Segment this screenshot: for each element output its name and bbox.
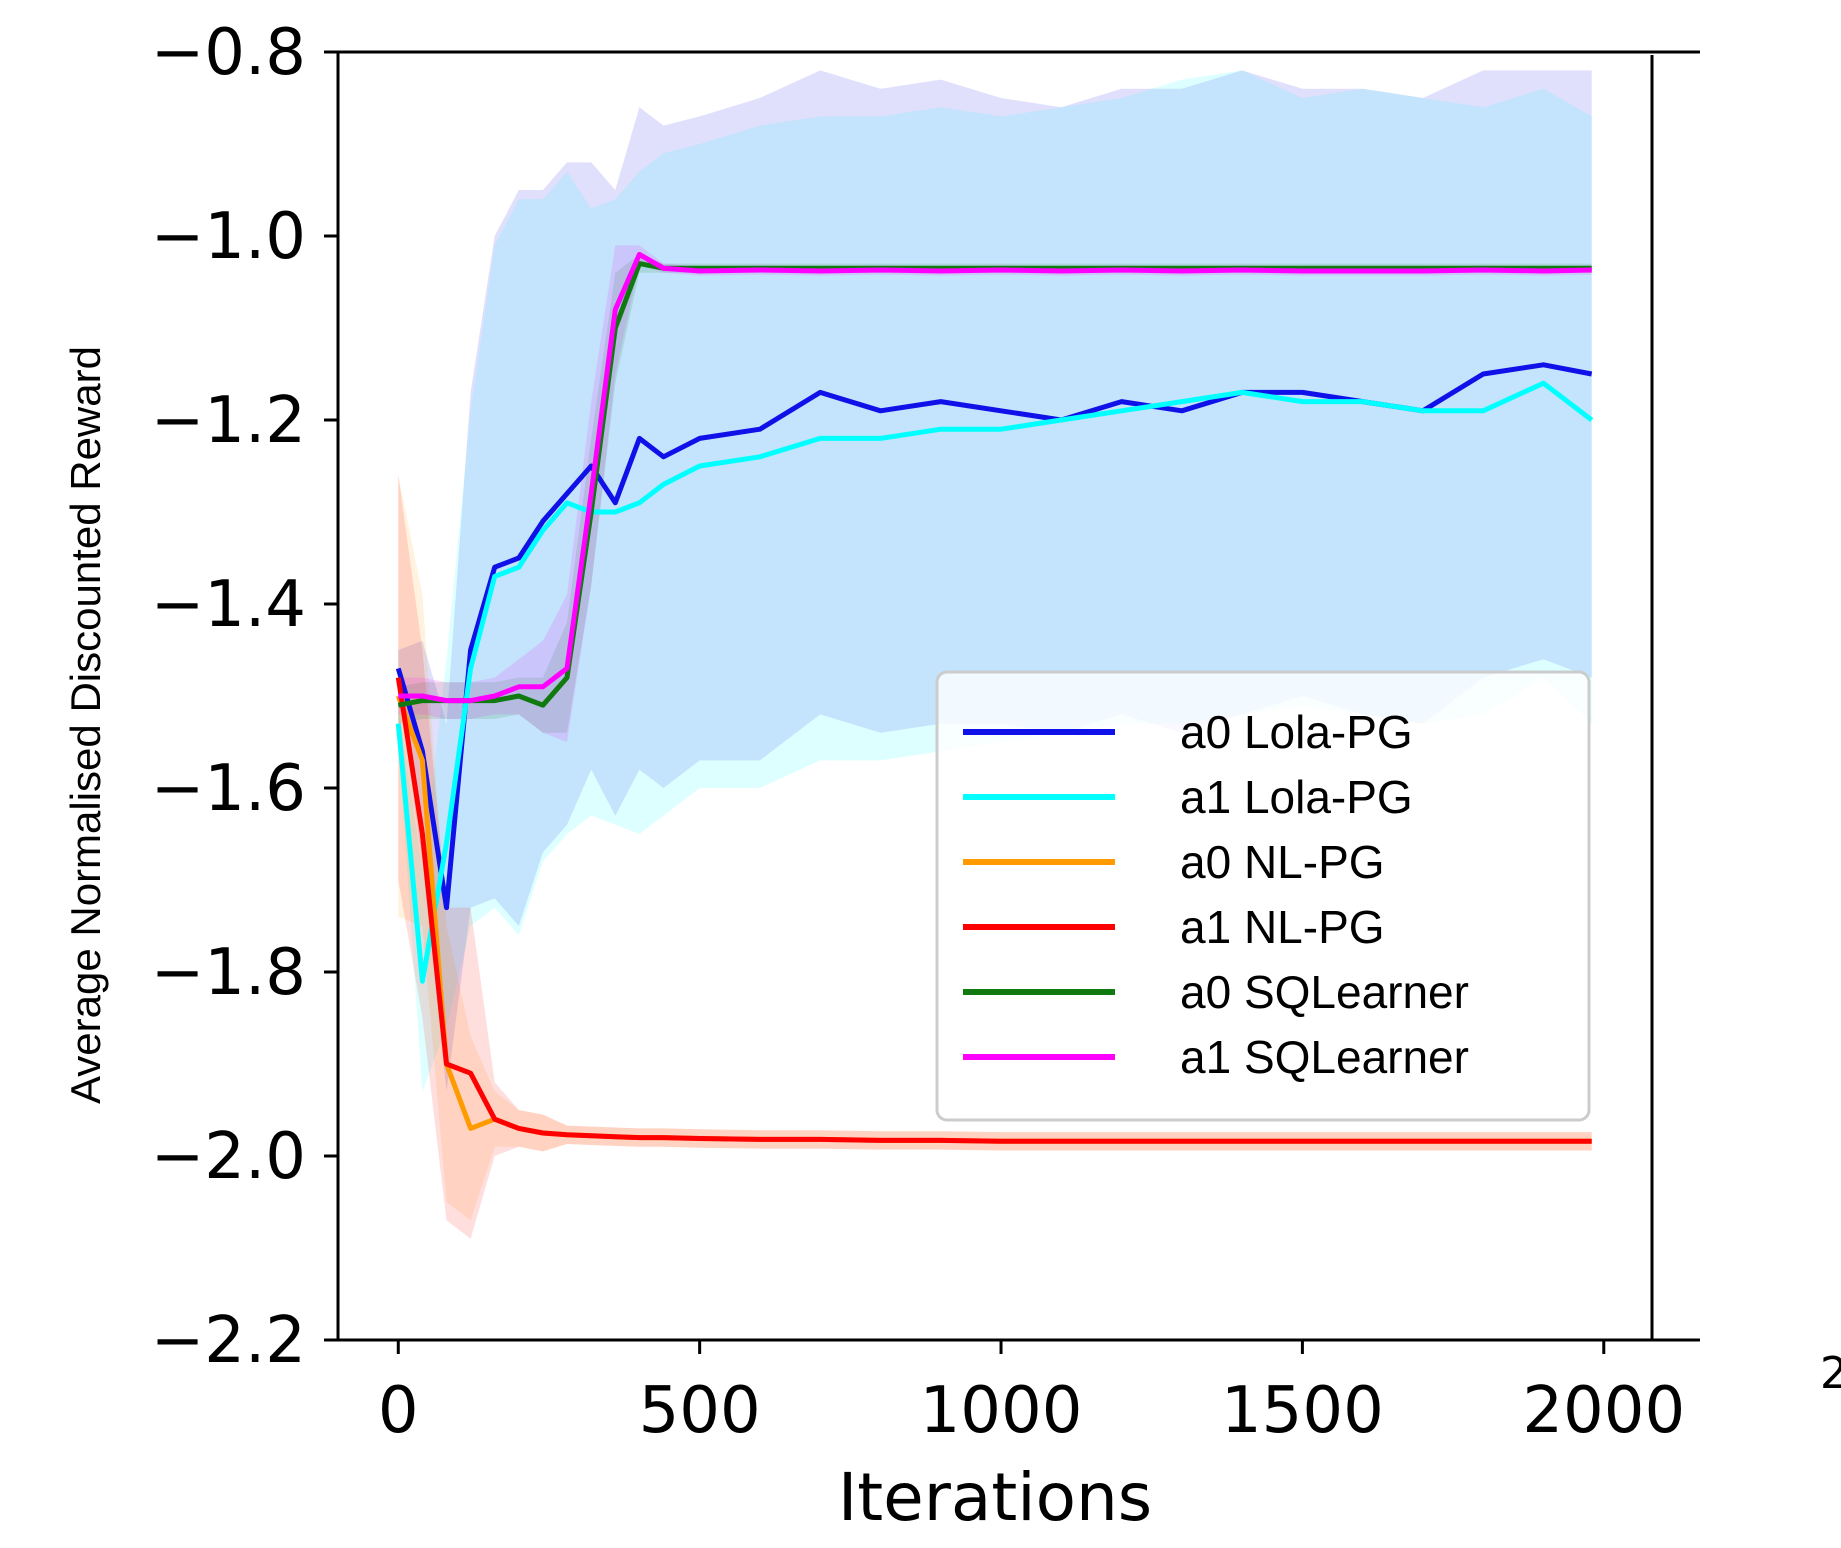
y-tick-label: −1.8 [151, 936, 306, 1010]
x-tick-label: 500 [639, 1374, 761, 1448]
x-tick-label: 1500 [1221, 1374, 1384, 1448]
series-lines [395, 251, 1594, 1144]
series-line-a1-sqlearner [398, 251, 1592, 704]
x-tick-label: 1000 [920, 1374, 1083, 1448]
y-tick-label: −1.2 [151, 384, 306, 458]
band-a0-lola-pg [398, 70, 1592, 1092]
y-axis-title: Average Normalised Discounted Reward [62, 346, 109, 1104]
band-a1-lola-pg [398, 70, 1592, 1092]
y-ticks: −0.8 −1.0 −1.2 −1.4 −1.6 −1.8 −2.0 −2.2 [151, 16, 338, 1378]
y-tick-label: −0.8 [151, 16, 306, 90]
legend-label: a1 SQLearner [1180, 1031, 1469, 1083]
legend-box [935, 670, 1591, 1122]
series-line-a1-nl-pg [395, 677, 1592, 1144]
y-tick-label: −1.0 [151, 200, 306, 274]
legend-label: a0 SQLearner [1180, 966, 1469, 1018]
x-tick-label: 2000 [1522, 1374, 1685, 1448]
y-tick-label: −2.2 [151, 1304, 306, 1378]
x-axis-title: Iterations [838, 1459, 1152, 1536]
band-a0-nl-pg [398, 475, 1592, 1221]
legend-items: a0 Lola-PG a1 Lola-PG a0 NL-PG a1 NL-PG a0 S… [963, 706, 1469, 1083]
y-tick-label: −1.4 [151, 568, 306, 642]
legend-label: a0 NL-PG [1180, 836, 1385, 888]
y-tick-label: −1.6 [151, 752, 306, 826]
legend-label: a1 Lola-PG [1180, 771, 1413, 823]
legend: a0 Lola-PG a1 Lola-PG a0 NL-PG a1 NL-PG a0 S… [935, 670, 1591, 1122]
stray-tick-label: 2 [1820, 1348, 1841, 1399]
x-tick-label: 0 [378, 1374, 419, 1448]
band-a1-sqlearner [398, 245, 1592, 742]
series-line-a0-lola-pg [395, 362, 1593, 911]
y-tick-label: −2.0 [151, 1120, 306, 1194]
legend-label: a1 NL-PG [1180, 901, 1385, 953]
x-ticks: 0 500 1000 1500 2000 [378, 1340, 1685, 1448]
legend-label: a0 Lola-PG [1180, 706, 1413, 758]
series-line-a1-lola-pg [395, 380, 1594, 984]
confidence-bands [398, 70, 1592, 1239]
